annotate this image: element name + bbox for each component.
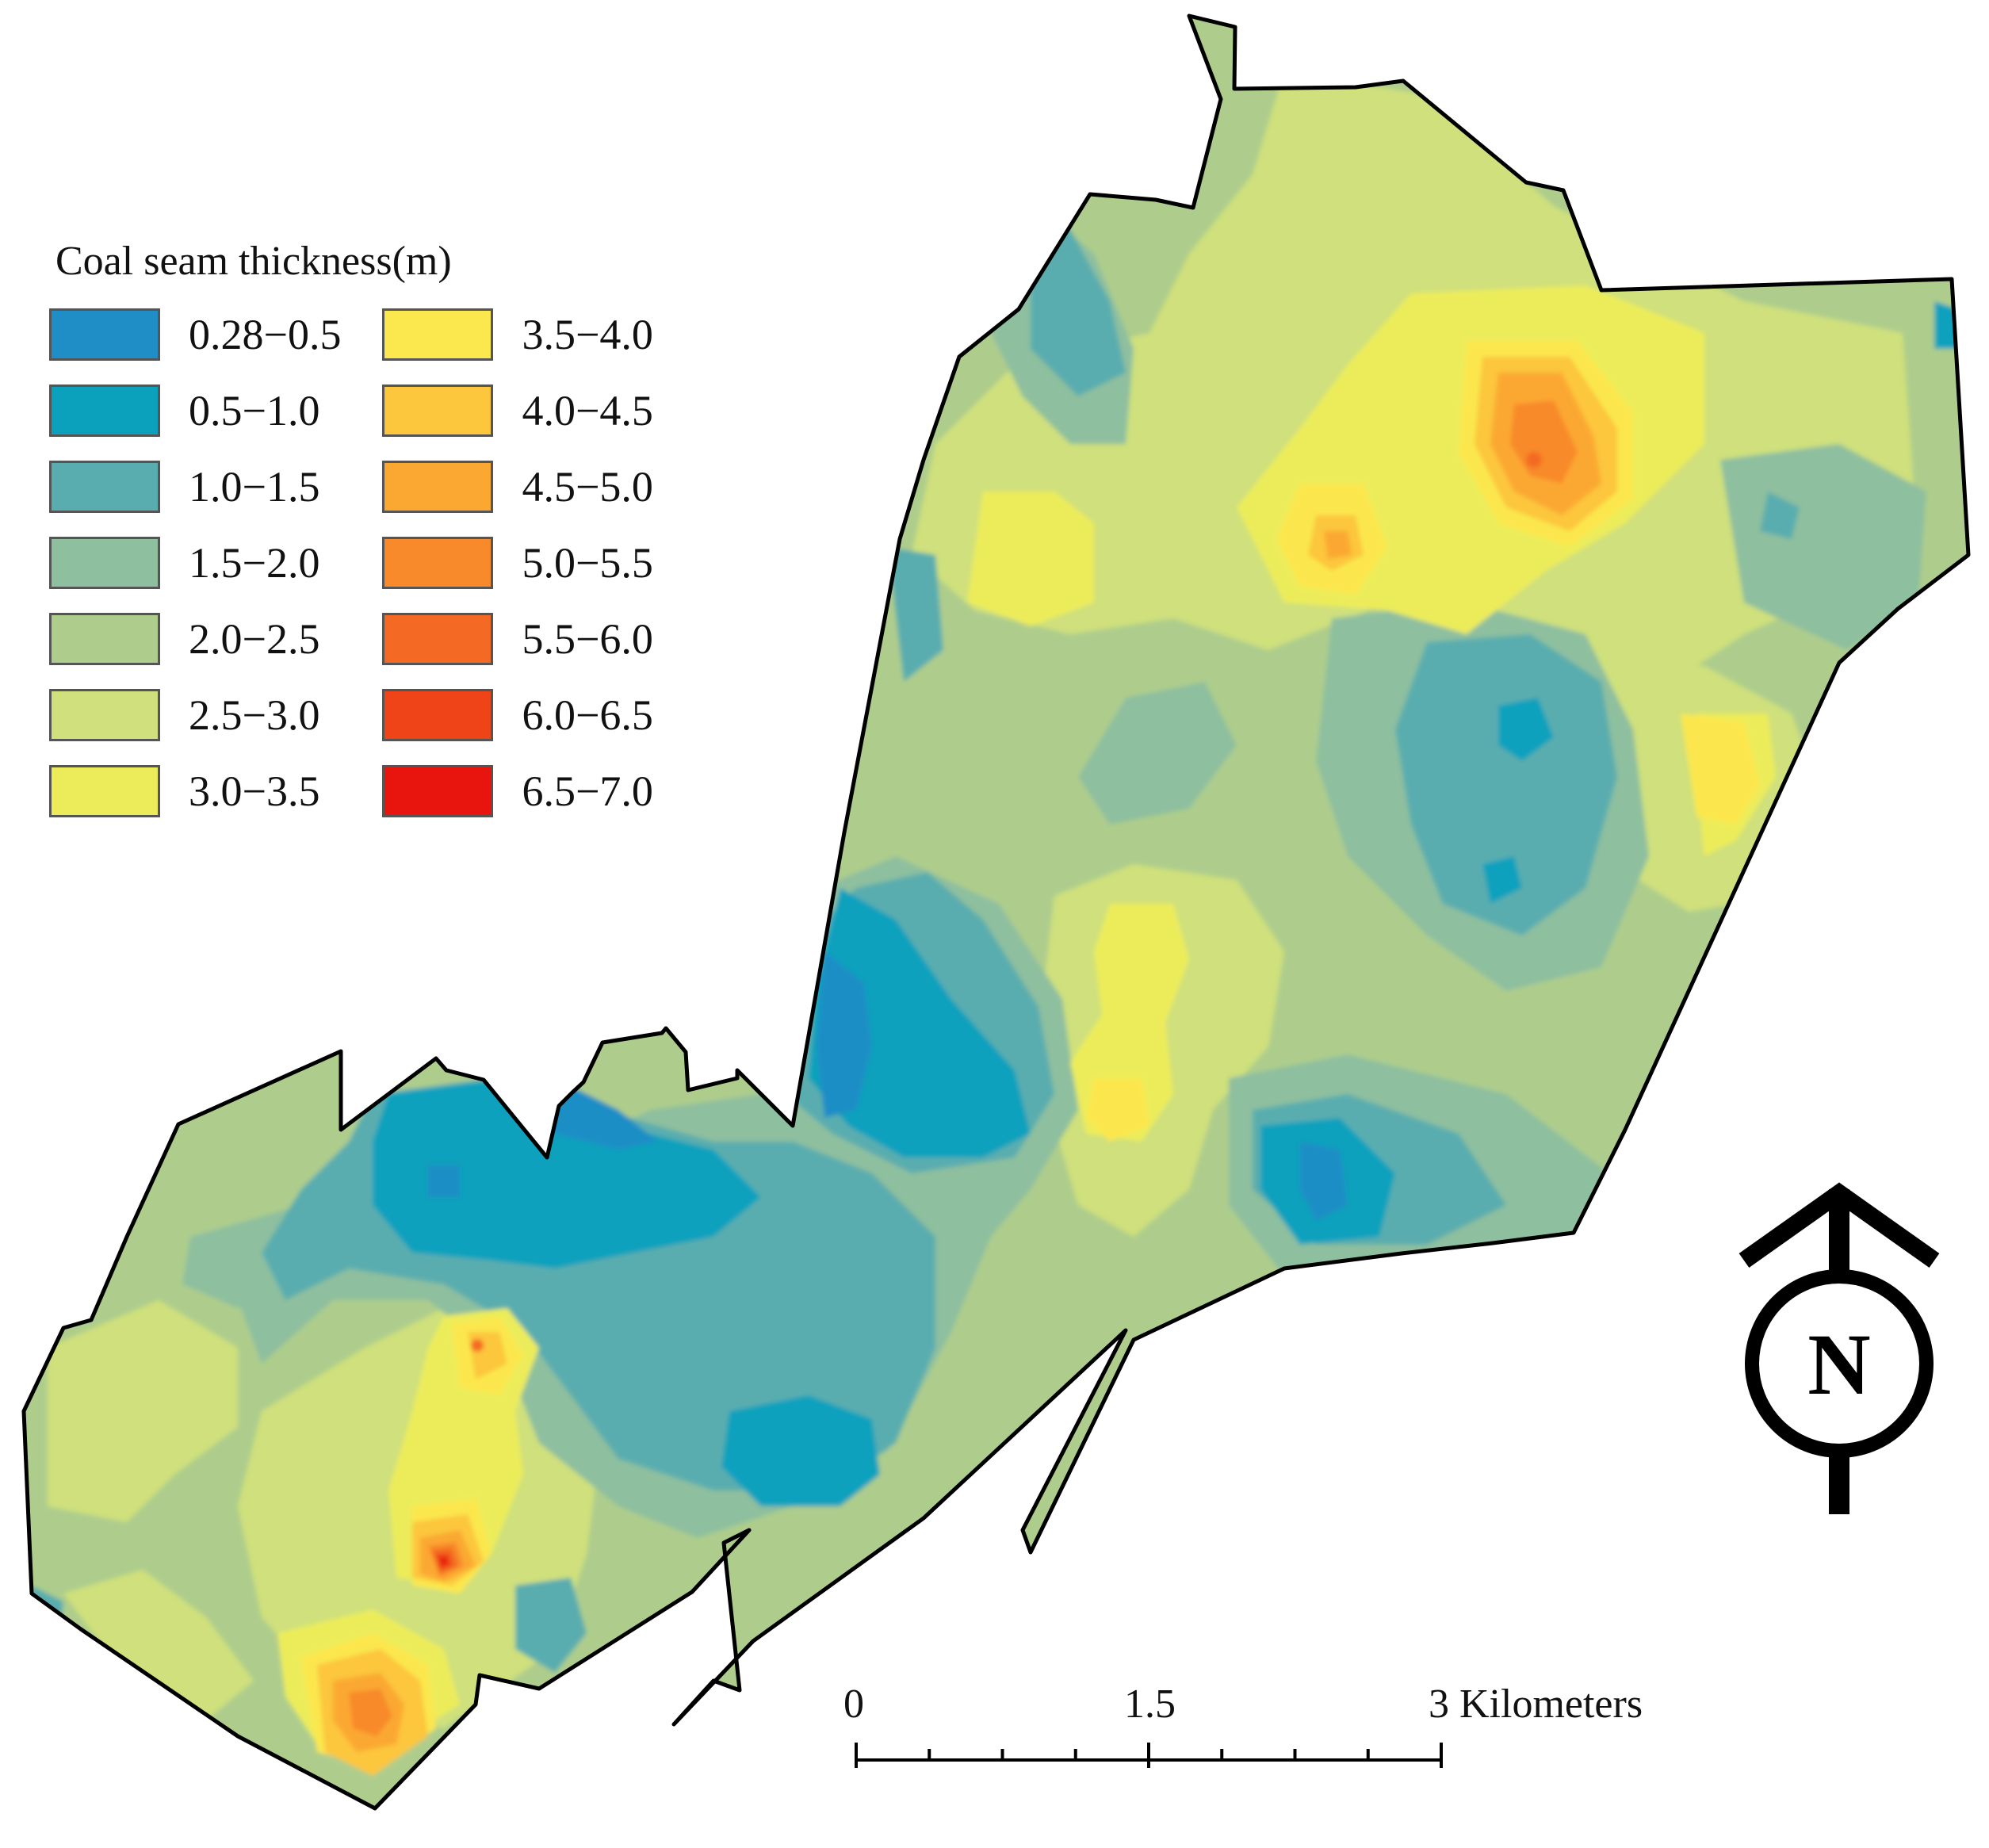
zone-light-green [63,1570,254,1720]
legend-swatch [49,613,160,665]
north-arrow-circle [1745,1269,1934,1458]
legend-item: 6.0−6.5 [382,687,653,743]
zone-teal [1395,634,1617,935]
legend-swatch [382,613,494,665]
zone-yellow [1086,1078,1149,1142]
legend-label: 6.5−7.0 [522,767,653,815]
legend-label: 3.0−3.5 [189,767,320,815]
zone-blue [1498,698,1554,761]
legend-label: 0.5−1.0 [189,387,320,434]
zone-teal [1760,492,1800,539]
legend-swatch [382,461,494,513]
scale-bar: 0 1.5 3 Kilometers [843,1681,1643,1776]
legend-label: 4.0−4.5 [522,387,653,434]
zone-dark-blue [428,1165,460,1197]
legend-swatch [382,537,494,589]
zone-teal [1031,222,1126,396]
legend-item: 6.5−7.0 [382,763,653,819]
zone-blue [1482,856,1522,904]
legend-swatch [49,308,160,361]
zone-red-spot [1526,452,1542,468]
legend-item: 1.0−1.5 [49,459,341,515]
legend-swatch [382,765,494,817]
legend-label: 6.0−6.5 [522,691,653,739]
legend-item: 4.5−5.0 [382,459,653,515]
zone-blue [373,1078,761,1268]
scale-label-end: 3 Kilometers [1429,1682,1643,1727]
legend-item: 5.0−5.5 [382,535,653,591]
scale-ticks [855,1743,1443,1768]
legend-item: 2.5−3.0 [49,687,341,743]
legend-label: 5.0−5.5 [522,539,653,587]
legend-item: 5.5−6.0 [382,611,653,667]
legend-swatch [49,385,160,437]
zone-orange [1324,531,1352,559]
legend-item: 3.0−3.5 [49,763,341,819]
zone-blue [809,888,1031,1157]
zone-mid-green [1078,682,1237,825]
zone-yellow-green [967,492,1094,626]
legend-item: 4.0−4.5 [382,383,653,438]
zone-dark-blue [28,1649,55,1681]
legend-label: 1.0−1.5 [189,463,320,511]
zone-blue [721,1395,880,1506]
legend-swatch [49,461,160,513]
scale-label-mid: 1.5 [1124,1682,1176,1727]
legend-label: 1.5−2.0 [189,539,320,587]
legend-label: 5.5−6.0 [522,615,653,663]
legend-item: 3.5−4.0 [382,307,653,362]
north-arrow-head [1738,1182,1940,1268]
legend-swatch [382,385,494,437]
zone-yellow [1681,714,1760,825]
legend: Coal seam thickness(m) 0.28−0.5 0.5−1.0 … [49,238,731,819]
legend-swatch [49,765,160,817]
legend-label: 0.28−0.5 [189,311,342,358]
scale-label-start: 0 [843,1682,864,1727]
legend-item: 0.28−0.5 [49,307,341,362]
zone-teal [515,1578,587,1673]
legend-item: 1.5−2.0 [49,535,341,591]
scale-bar-line [855,1743,1443,1768]
legend-swatch [49,537,160,589]
zone-teal [888,547,943,682]
legend-label: 3.5−4.0 [522,311,653,358]
legend-label: 2.5−3.0 [189,691,320,739]
field-boundary [21,13,1971,1811]
legend-label: 4.5−5.0 [522,463,653,511]
legend-swatch [49,689,160,741]
zone-dark-orange [349,1689,392,1736]
legend-column-right: 3.5−4.0 4.0−4.5 4.5−5.0 5.0−5.5 5.5−6.0 … [382,307,653,819]
legend-title: Coal seam thickness(m) [55,239,452,284]
north-arrow-icon: N [1738,1182,1940,1514]
zone-deep-red [440,1558,447,1565]
zone-red-spot [471,1339,484,1352]
legend-swatch [382,689,494,741]
legend-item: 0.5−1.0 [49,383,341,438]
legend-item: 2.0−2.5 [49,611,341,667]
zone-dark-blue [817,951,872,1118]
zone-dark-blue [1300,1142,1348,1221]
legend-swatch [382,308,494,361]
north-arrow-letter: N [1807,1316,1870,1413]
legend-column-left: 0.28−0.5 0.5−1.0 1.0−1.5 1.5−2.0 2.0−2.5… [49,307,341,819]
legend-label: 2.0−2.5 [189,615,320,663]
zone-light-green [48,1300,238,1522]
